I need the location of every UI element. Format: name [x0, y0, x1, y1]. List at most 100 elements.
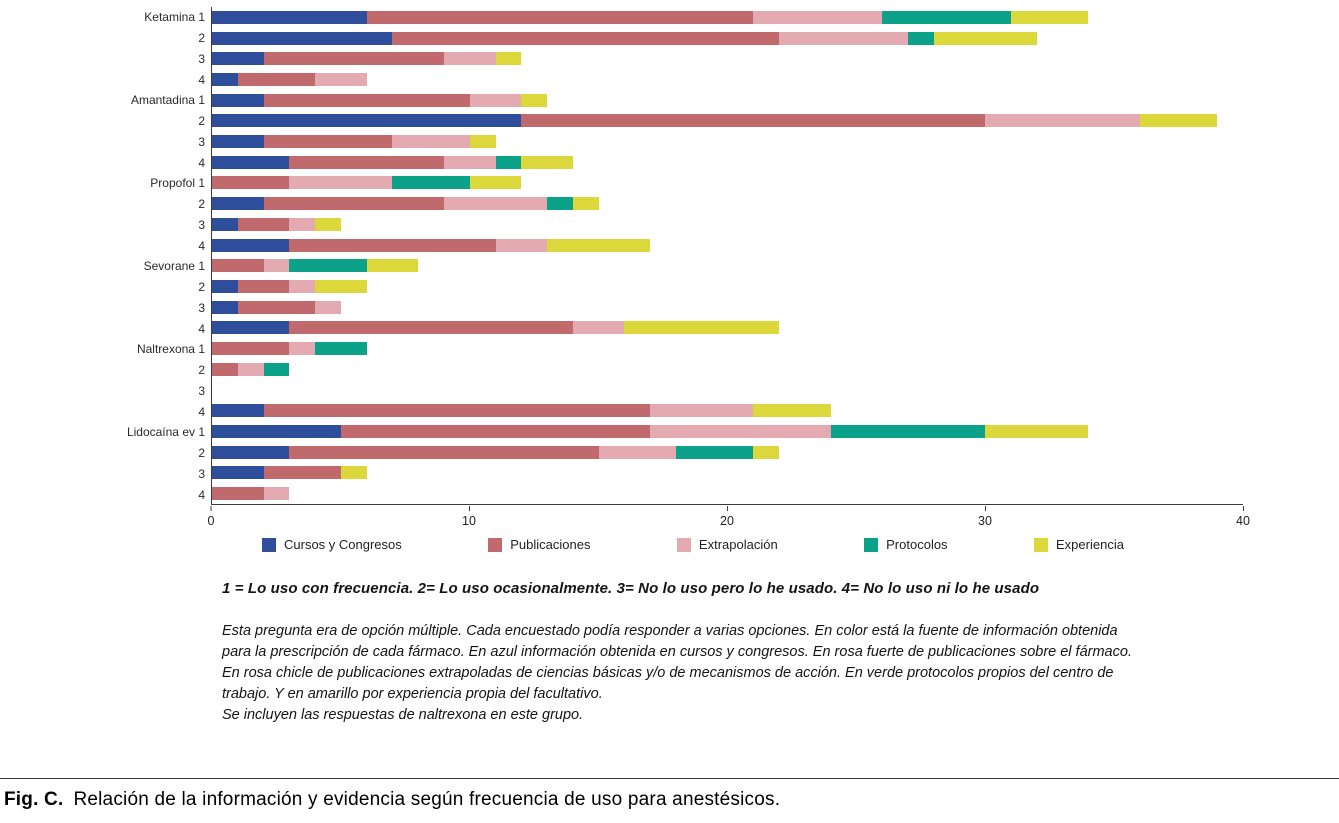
bar-row	[212, 462, 1243, 483]
bar-segment	[469, 176, 522, 190]
bar-segment	[315, 342, 367, 356]
bar-segment	[547, 197, 573, 211]
bar-segment	[830, 424, 986, 438]
bar-segment	[212, 10, 367, 24]
y-axis-label: 4	[198, 321, 205, 336]
bar-segment	[315, 300, 341, 314]
bar-segment	[212, 424, 341, 438]
y-axis-label: 4	[198, 155, 205, 170]
bar-row	[212, 318, 1243, 339]
bar-segment	[340, 424, 651, 438]
bar-row	[212, 173, 1243, 194]
bar-segment	[212, 321, 290, 335]
bar-segment	[289, 259, 367, 273]
stacked-bar	[212, 279, 1243, 293]
bar-row	[212, 359, 1243, 380]
stacked-bar	[212, 135, 1243, 149]
bar-segment	[212, 176, 290, 190]
caption-label: Fig. C.	[4, 789, 64, 810]
bar-segment	[212, 300, 238, 314]
bar-segment	[263, 259, 290, 273]
bar-segment	[495, 238, 548, 252]
y-axis-label: 3	[198, 217, 205, 232]
bar-segment	[366, 259, 419, 273]
stacked-bar	[212, 342, 1243, 356]
y-axis-label: 2	[198, 280, 205, 295]
legend-label: Publicaciones	[510, 537, 591, 552]
bar-segment	[212, 197, 264, 211]
legend-swatch	[1034, 537, 1049, 552]
bar-segment	[650, 424, 831, 438]
bar-segment	[289, 279, 316, 293]
bar-segment	[237, 362, 264, 376]
legend-swatch	[488, 537, 503, 552]
bar-segment	[212, 31, 393, 45]
bar-segment	[289, 176, 393, 190]
bar-segment	[289, 445, 599, 459]
bar-segment	[237, 300, 316, 314]
y-axis-label: Sevorane 1	[143, 259, 205, 274]
bar-segment	[1011, 10, 1089, 24]
caption-text: Relación de la información y evidencia s…	[73, 789, 781, 810]
bar-segment	[237, 72, 316, 86]
bar-segment	[753, 404, 831, 418]
legend-item: Extrapolación	[676, 537, 778, 552]
y-axis-label: Naltrexona 1	[136, 342, 205, 357]
x-axis-ticks: 0 10 20 30 40	[208, 506, 1250, 531]
bar-row	[212, 69, 1243, 90]
bar-segment	[624, 321, 780, 335]
legend-item: Experiencia	[1034, 537, 1124, 552]
bar-segment	[212, 466, 264, 480]
bar-row	[212, 111, 1243, 132]
y-axis-label: 3	[198, 300, 205, 315]
bar-row	[212, 28, 1243, 49]
bar-row	[212, 131, 1243, 152]
bar-segment	[340, 466, 367, 480]
stacked-bar	[212, 384, 1243, 397]
bar-segment	[263, 466, 341, 480]
bar-segment	[443, 52, 496, 66]
bar-segment	[263, 135, 393, 149]
bar-segment	[263, 362, 290, 376]
bar-segment	[212, 155, 290, 169]
plot-area	[211, 7, 1243, 505]
bar-row	[212, 483, 1243, 504]
legend-label: Experiencia	[1056, 537, 1124, 552]
y-axis-label: 3	[198, 383, 205, 398]
bar-segment	[212, 445, 290, 459]
figure-notes: 1 = Lo uso con frecuencia. 2= Lo uso oca…	[222, 580, 1140, 726]
y-axis-label: 2	[198, 363, 205, 378]
stacked-bar	[212, 217, 1243, 231]
bar-segment	[985, 114, 1140, 128]
stacked-bar	[212, 362, 1243, 376]
bar-segment	[753, 10, 883, 24]
stacked-bar	[212, 445, 1243, 459]
bar-row	[212, 7, 1243, 28]
stacked-bar	[212, 404, 1243, 418]
bar-segment	[212, 279, 238, 293]
y-axis-label: 4	[198, 72, 205, 87]
bar-segment	[263, 52, 444, 66]
stacked-bar	[212, 52, 1243, 66]
bar-segment	[212, 342, 290, 356]
stacked-bar	[212, 259, 1243, 273]
methods-note: Esta pregunta era de opción múltiple. Ca…	[222, 623, 1132, 702]
bar-segment	[1139, 114, 1218, 128]
bar-segment	[315, 72, 367, 86]
bar-segment	[289, 342, 316, 356]
bar-segment	[933, 31, 1037, 45]
y-axis-label: Propofol 1	[150, 176, 205, 191]
bar-segment	[392, 31, 780, 45]
bar-row	[212, 214, 1243, 235]
bar-segment	[779, 31, 908, 45]
bar-segment	[289, 238, 496, 252]
legend-label: Protocolos	[886, 537, 948, 552]
bar-segment	[521, 93, 548, 107]
stacked-bar	[212, 487, 1243, 501]
stacked-bar	[212, 424, 1243, 438]
bar-segment	[495, 52, 522, 66]
stacked-bar	[212, 10, 1243, 24]
x-tick-label: 10	[462, 506, 476, 528]
caption-divider	[0, 778, 1339, 779]
